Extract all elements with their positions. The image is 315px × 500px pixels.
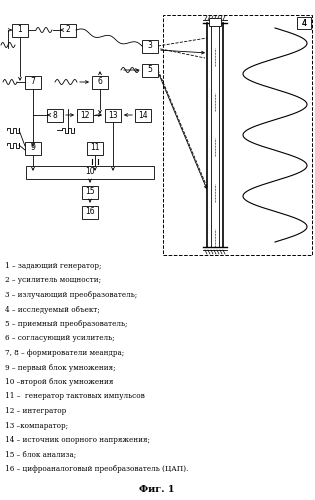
Text: 6: 6	[98, 78, 102, 86]
Bar	[142, 40, 158, 52]
Text: 11: 11	[90, 144, 100, 152]
Text: 2: 2	[66, 26, 70, 35]
Bar	[297, 17, 311, 29]
Bar	[105, 108, 121, 122]
Text: 3 – излучающий преобразователь;: 3 – излучающий преобразователь;	[5, 291, 137, 299]
Text: Фиг. 1: Фиг. 1	[139, 485, 175, 494]
Bar	[25, 76, 41, 88]
Bar	[92, 76, 108, 88]
Text: 13: 13	[108, 110, 118, 120]
Text: 15: 15	[85, 188, 95, 196]
Text: 14 – источник опорного напряжения;: 14 – источник опорного напряжения;	[5, 436, 150, 444]
Bar	[47, 108, 63, 122]
Text: 13 –компаратор;: 13 –компаратор;	[5, 422, 68, 430]
Text: 4: 4	[301, 18, 306, 28]
Bar	[82, 206, 98, 218]
Text: 12: 12	[80, 110, 90, 120]
Bar	[135, 108, 151, 122]
Text: 7: 7	[31, 78, 35, 86]
Text: 7, 8 – формирователи меандра;: 7, 8 – формирователи меандра;	[5, 349, 124, 357]
Text: 1 – задающий генератор;: 1 – задающий генератор;	[5, 262, 101, 270]
Text: 4: 4	[301, 18, 306, 28]
Bar	[25, 142, 41, 154]
Text: 16 – цифроаналоговый преобразователь (ЦАП).: 16 – цифроаналоговый преобразователь (ЦА…	[5, 465, 188, 473]
Text: 12 – интегратор: 12 – интегратор	[5, 407, 66, 415]
Text: 4 – исследуемый объект;: 4 – исследуемый объект;	[5, 306, 100, 314]
Text: 14: 14	[138, 110, 148, 120]
Bar	[77, 108, 93, 122]
Bar	[87, 142, 103, 154]
Text: 2 – усилитель мощности;: 2 – усилитель мощности;	[5, 276, 101, 284]
Bar	[60, 24, 76, 36]
Text: 11 –  генератор тактовых импульсов: 11 – генератор тактовых импульсов	[5, 392, 145, 400]
Bar	[142, 64, 158, 76]
Text: 5: 5	[147, 66, 152, 74]
Text: 9 – первый блок умножения;: 9 – первый блок умножения;	[5, 364, 116, 372]
Bar	[12, 24, 28, 36]
Bar	[26, 166, 154, 178]
Bar	[209, 18, 221, 26]
Text: 6 – согласующий усилитель;: 6 – согласующий усилитель;	[5, 334, 115, 342]
Text: 5 – приемный преобразователь;: 5 – приемный преобразователь;	[5, 320, 128, 328]
Text: 8: 8	[53, 110, 57, 120]
Text: 15 – блок анализа;: 15 – блок анализа;	[5, 450, 76, 458]
Bar	[82, 186, 98, 198]
Bar	[163, 15, 312, 255]
Text: 9: 9	[31, 144, 35, 152]
Text: 1: 1	[18, 26, 22, 35]
Text: 10 –второй блок умножения: 10 –второй блок умножения	[5, 378, 113, 386]
Text: 16: 16	[85, 208, 95, 216]
Text: 10: 10	[85, 168, 95, 176]
Text: 3: 3	[147, 42, 152, 50]
